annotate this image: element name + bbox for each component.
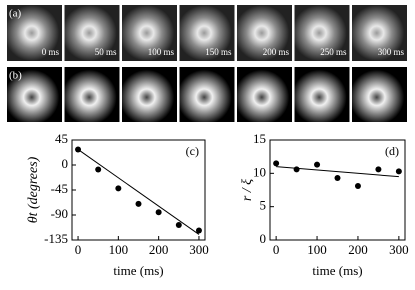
frame-b [352,67,407,122]
x-tick-label: 0 [273,242,280,257]
frame-b [237,67,292,122]
frame-b [7,67,62,122]
frame-time: 0 ms [42,47,60,57]
frame-a [237,5,292,61]
y-tick-label: 15 [253,131,266,146]
x-tick-label: 200 [149,242,169,257]
point [334,175,341,181]
fit-line [77,149,200,235]
point [115,185,122,192]
point [135,200,142,207]
frame-time: 300 ms [378,47,405,57]
panel-label: (b) [9,70,22,82]
frame-a [179,5,235,61]
x-tick-label: 0 [75,242,82,257]
x-tick-label: 300 [189,242,209,257]
frame-time: 250 ms [320,47,347,57]
y-tick-label: 10 [253,164,266,179]
frame-a [122,5,177,61]
y-tick-label: 45 [55,131,68,146]
panel-label: (d) [385,144,399,158]
y-tick-label: -135 [44,231,68,246]
y-tick-label: -90 [51,206,68,221]
frame-time: 200 ms [263,47,290,57]
y-tick-label: 0 [260,231,267,246]
y-axis-label: r / ξ [240,179,255,201]
plot-frame [269,139,406,241]
frame-a [294,5,350,61]
point [395,168,402,175]
x-tick-label: 200 [348,242,368,257]
x-axis-label: time (ms) [312,263,362,278]
frame-a [64,5,120,61]
point [375,166,382,173]
frame-time: 50 ms [95,47,117,57]
point [95,166,102,173]
frame-b [64,67,120,122]
point [314,161,321,168]
frame-b [122,67,177,122]
frame-b [179,67,235,122]
frame-time: 150 ms [205,47,232,57]
x-tick-label: 300 [389,242,409,257]
y-tick-label: -45 [51,181,68,196]
frame-a [352,5,407,61]
frame-time: 100 ms [148,47,175,57]
point [354,183,361,189]
x-tick-label: 100 [109,242,129,257]
panel-label: (c) [186,144,199,158]
x-tick-label: 100 [307,242,327,257]
y-tick-label: 5 [260,198,267,213]
point [155,209,162,216]
point [293,166,300,173]
x-axis-label: time (ms) [113,263,163,278]
frame-b [294,67,350,122]
point [75,146,82,153]
panel-label: (a) [9,8,22,20]
point [175,222,182,228]
point [273,160,280,167]
point [195,227,202,234]
frame-a [7,5,62,61]
y-tick-label: 0 [62,156,69,171]
y-axis-label: θt (degrees) [26,156,41,223]
